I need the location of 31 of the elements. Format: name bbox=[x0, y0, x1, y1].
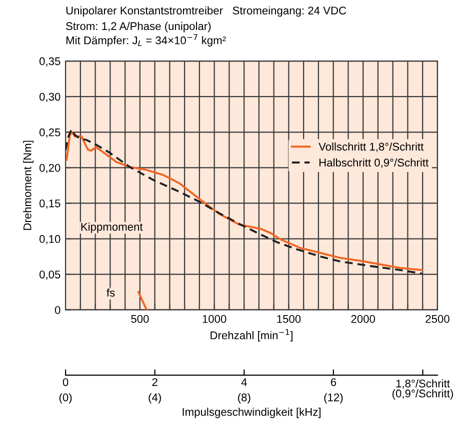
legend-label: Vollschritt 1,8°/Schritt bbox=[318, 142, 424, 152]
x-tick-label: 1000 bbox=[202, 315, 226, 323]
y-tick-label: 0,10 bbox=[40, 235, 60, 244]
x2-tick-label: 2 bbox=[152, 378, 158, 386]
y-tick-label: 0,05 bbox=[40, 270, 60, 280]
text: (12) bbox=[324, 393, 343, 404]
y-tick-label: 0,20 bbox=[40, 164, 60, 174]
x2-tick-label: 6 bbox=[330, 378, 336, 386]
y-tick-label: 0 bbox=[54, 306, 60, 314]
text: (4) bbox=[148, 393, 161, 404]
text: (8) bbox=[238, 393, 250, 404]
chart-title: Unipolarer Konstantstromtreiber Stromeingang: 24 VDC bbox=[66, 6, 346, 17]
chart-subtitle: Strom: 1,2 A/Phase (unipolar) Mit Dämpfer: J$_{L}$ = 34×10$^{−7}$ kgm² bbox=[66, 22, 226, 46]
x-tick-label: 2500 bbox=[426, 315, 450, 323]
x-tick-label: 500 bbox=[131, 315, 149, 323]
legend-label: Halbschritt 0,9°/Schritt bbox=[319, 158, 429, 168]
y-tick-label: 0,35 bbox=[40, 57, 60, 66]
y-tick-label: 0,25 bbox=[40, 128, 60, 138]
x-axis-title: Drehzahl [min$^{−1}$] bbox=[210, 329, 292, 342]
text: (0) bbox=[59, 393, 72, 404]
x2-axis-title: Impulsgeschwindigkeit [kHz] bbox=[182, 408, 321, 418]
x2-tick-label: 0 bbox=[62, 378, 68, 386]
text: 1,8°/Schritt (0,9°/Schritt) bbox=[392, 379, 453, 400]
x-tick-label: 1500 bbox=[277, 315, 301, 323]
y-axis-title: Drehmoment [Nm] bbox=[23, 140, 34, 230]
x2-tick-label: 4 bbox=[241, 378, 247, 386]
annotation: fs bbox=[106, 288, 115, 297]
y-tick-label: 0,15 bbox=[40, 199, 60, 209]
y-tick-label: 0,30 bbox=[40, 92, 60, 102]
annotation: Kippmoment bbox=[81, 222, 143, 233]
x-tick-label: 2000 bbox=[351, 315, 376, 323]
